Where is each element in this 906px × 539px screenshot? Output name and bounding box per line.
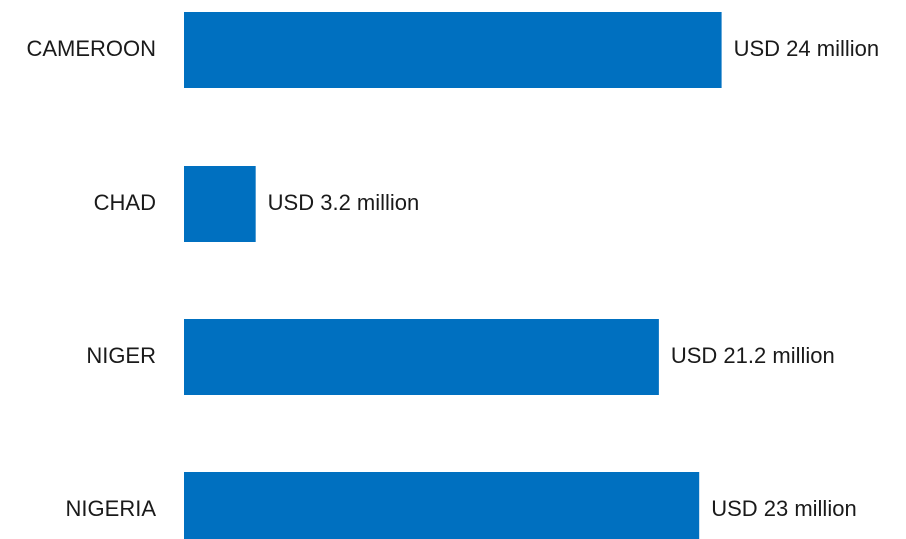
value-label-nigeria: USD 23 million [711, 496, 857, 521]
bar-chad [184, 166, 256, 242]
bar-nigeria [184, 472, 700, 539]
value-label-chad: USD 3.2 million [268, 190, 420, 215]
value-label-niger: USD 21.2 million [671, 343, 835, 368]
category-label-cameroon: CAMEROON [26, 36, 156, 61]
category-label-chad: CHAD [94, 190, 156, 215]
category-label-niger: NIGER [86, 343, 156, 368]
bar-cameroon [184, 12, 722, 88]
category-label-nigeria: NIGERIA [66, 496, 157, 521]
value-label-cameroon: USD 24 million [734, 36, 880, 61]
bar-niger [184, 319, 659, 395]
